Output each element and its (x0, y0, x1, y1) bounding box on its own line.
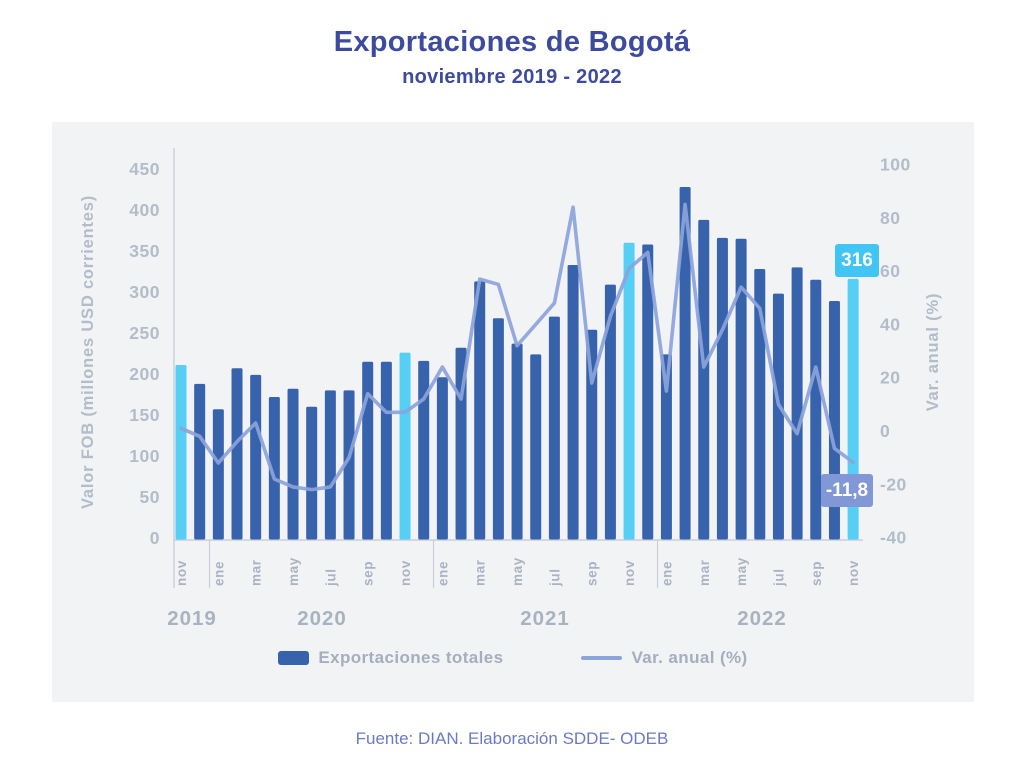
source-note: Fuente: DIAN. Elaboración SDDE- ODEB (355, 729, 669, 748)
annotation-last-var-value: -11,8 (821, 474, 873, 507)
legend: Exportaciones totales Var. anual (%) (52, 648, 974, 668)
legend-item-var-anual: Var. anual (%) (581, 648, 747, 668)
annotation-last-export-value: 316 (835, 244, 879, 277)
chart-panel (52, 122, 974, 702)
legend-label-exportaciones: Exportaciones totales (318, 648, 504, 667)
bar-swatch-icon (278, 651, 310, 665)
chart-header: Exportaciones de Bogotá noviembre 2019 -… (0, 26, 1024, 89)
legend-label-var-anual: Var. anual (%) (631, 648, 748, 667)
page-title: Exportaciones de Bogotá (333, 26, 691, 58)
line-swatch-icon (581, 656, 623, 660)
legend-item-exportaciones: Exportaciones totales (278, 648, 503, 668)
page-subtitle: noviembre 2019 - 2022 (402, 66, 622, 88)
